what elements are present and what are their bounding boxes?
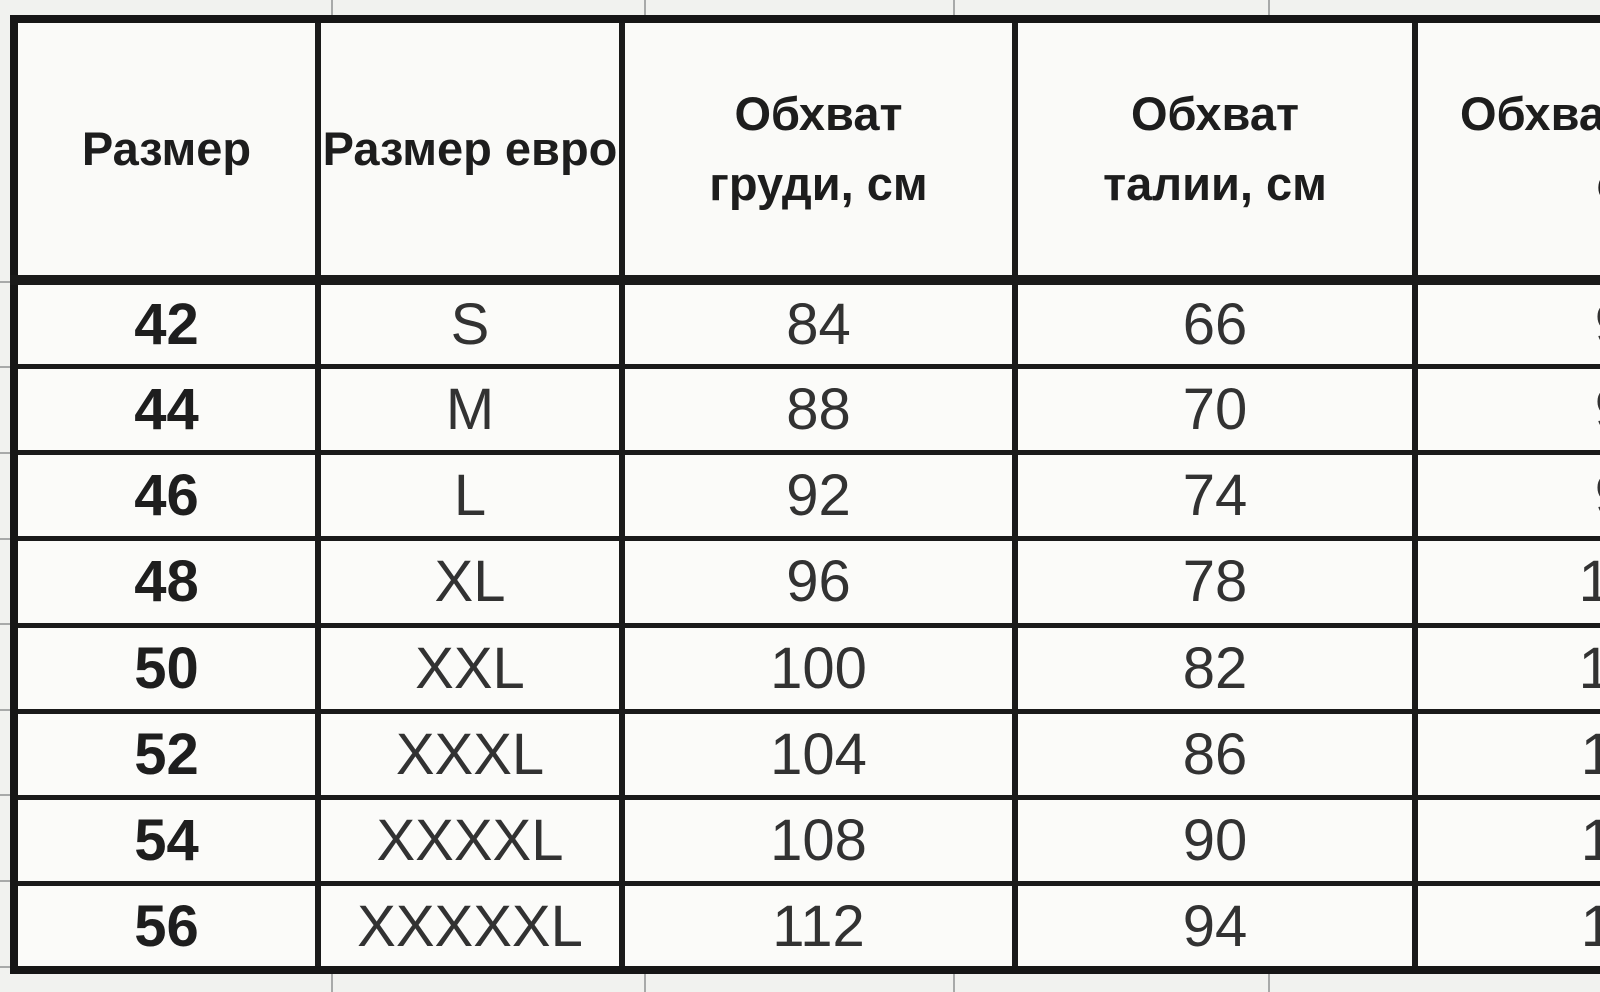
table-cell: 70	[1012, 363, 1418, 456]
table-cell: 102	[1412, 536, 1600, 628]
column-header-2: Обхват груди, см	[619, 16, 1018, 285]
gridline-tick	[0, 623, 10, 625]
table-cell: 48	[11, 536, 321, 628]
column-header-3: Обхват талии, см	[1012, 16, 1418, 285]
table-header: Размер Размер евро Обхват груди, см Обхват …	[11, 16, 1600, 285]
table-cell: 46	[11, 449, 321, 542]
gridline-tick	[0, 538, 10, 540]
gridline-tick	[644, 0, 646, 15]
gridline-tick	[0, 366, 10, 368]
table-cell: 110	[1412, 708, 1600, 801]
table-row: 48XL9678102	[11, 536, 1600, 628]
gridline-tick	[0, 794, 10, 796]
table-row: 46L927498	[11, 449, 1600, 542]
table-cell: 52	[11, 708, 321, 801]
table-cell: 44	[11, 363, 321, 456]
gridline-tick	[0, 966, 10, 968]
table-cell: 108	[619, 794, 1018, 887]
table-row: 44M887094	[11, 363, 1600, 456]
table-cell: 42	[11, 277, 321, 369]
table-cell: 88	[619, 363, 1018, 456]
table-row: 54XXXXL10890114	[11, 794, 1600, 887]
table-cell: S	[315, 277, 625, 369]
column-header-0: Размер	[11, 16, 321, 285]
table-cell: 82	[1012, 622, 1418, 714]
table-cell: XXL	[315, 622, 625, 714]
table-row: 56XXXXXL11294118	[11, 881, 1600, 973]
table-cell: 118	[1412, 881, 1600, 973]
table-cell: 56	[11, 881, 321, 973]
table-row: 42S846690	[11, 277, 1600, 369]
table-cell: 98	[1412, 449, 1600, 542]
table-cell: 104	[619, 708, 1018, 801]
column-header-4: Обхват бедер, см	[1412, 16, 1600, 285]
table-cell: 54	[11, 794, 321, 887]
gridline-tick	[0, 880, 10, 882]
table-row: 50XXL10082106	[11, 622, 1600, 714]
gridline-tick	[1268, 974, 1270, 992]
table-cell: XXXXL	[315, 794, 625, 887]
gridline-tick	[953, 0, 955, 15]
gridline-tick	[953, 974, 955, 992]
header-row: Размер Размер евро Обхват груди, см Обхват …	[11, 16, 1600, 285]
table-cell: 92	[619, 449, 1018, 542]
gridline-tick	[0, 709, 10, 711]
table-row: 52XXXL10486110	[11, 708, 1600, 801]
column-header-1: Размер евро	[315, 16, 625, 285]
table-cell: XXXL	[315, 708, 625, 801]
table-body: 42S84669044M88709446L92749848XL967810250…	[11, 277, 1600, 973]
table-cell: 66	[1012, 277, 1418, 369]
table-cell: 114	[1412, 794, 1600, 887]
size-chart-table: Размер Размер евро Обхват груди, см Обхват …	[10, 15, 1600, 974]
table-cell: 84	[619, 277, 1018, 369]
table-cell: 96	[619, 536, 1018, 628]
gridline-tick	[0, 452, 10, 454]
table-cell: 86	[1012, 708, 1418, 801]
table-cell: M	[315, 363, 625, 456]
table-cell: 74	[1012, 449, 1418, 542]
table-cell: 50	[11, 622, 321, 714]
gridline-tick	[0, 281, 10, 283]
table-cell: 90	[1012, 794, 1418, 887]
table-cell: L	[315, 449, 625, 542]
table-cell: XXXXXL	[315, 881, 625, 973]
gridline-tick	[331, 0, 333, 15]
table-cell: 94	[1412, 363, 1600, 456]
table-cell: 112	[619, 881, 1018, 973]
table-cell: 90	[1412, 277, 1600, 369]
table-cell: 106	[1412, 622, 1600, 714]
table-cell: XL	[315, 536, 625, 628]
gridline-tick	[1268, 0, 1270, 15]
table-cell: 78	[1012, 536, 1418, 628]
table-cell: 94	[1012, 881, 1418, 973]
table-cell: 100	[619, 622, 1018, 714]
gridline-tick	[644, 974, 646, 992]
gridline-tick	[331, 974, 333, 992]
